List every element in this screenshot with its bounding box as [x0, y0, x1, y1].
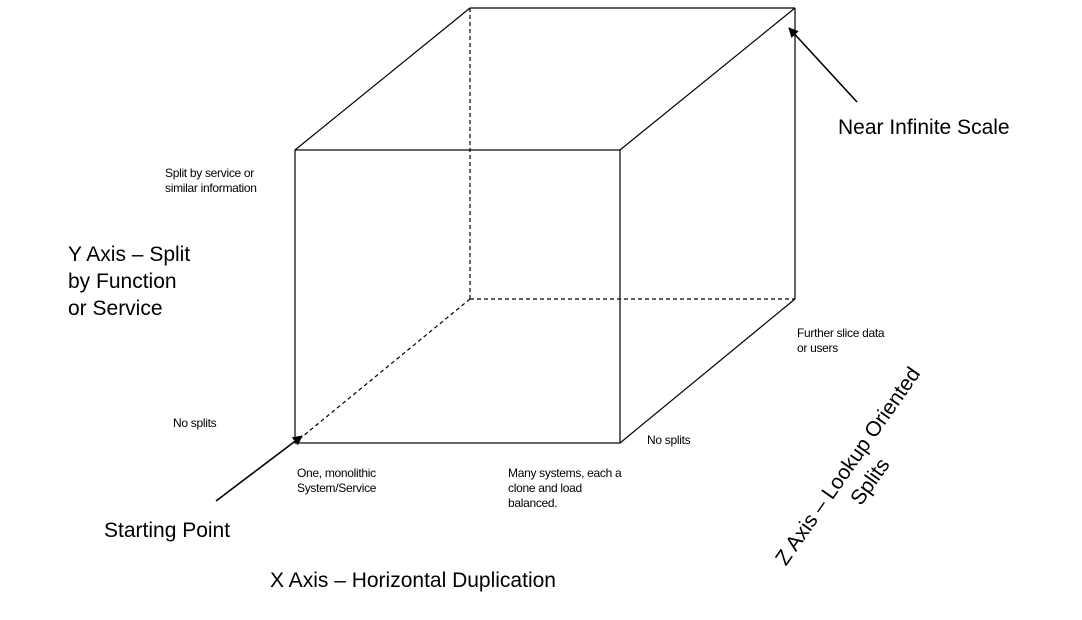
z-axis-far-label: Further slice data or users: [797, 326, 885, 355]
x-axis-left-label: One, monolithic System/Service: [297, 466, 377, 495]
y-axis-top-label: Split by service or similar information: [165, 166, 257, 195]
z-axis-near-label: No splits: [647, 433, 691, 447]
cube-edge-top-right: [619, 7, 796, 151]
x-axis-right-label: Many systems, each a clone and load bala…: [508, 466, 622, 510]
starting-point-label: Starting Point: [104, 519, 231, 542]
x-axis-title: X Axis – Horizontal Duplication: [270, 569, 556, 592]
near-infinite-scale-label: Near Infinite Scale: [838, 116, 1010, 139]
cube-hidden-diagonal-edge: [296, 298, 471, 442]
cube-edge-top-left: [294, 7, 471, 151]
starting-point-arrow: [215, 435, 303, 502]
cube-edge-bottom-right: [619, 298, 796, 444]
y-axis-bottom-label: No splits: [173, 416, 217, 430]
near-infinite-scale-arrow: [788, 27, 858, 103]
y-axis-title: Y Axis – Split by Function or Service: [68, 243, 191, 320]
cube-front-face: [294, 149, 621, 444]
